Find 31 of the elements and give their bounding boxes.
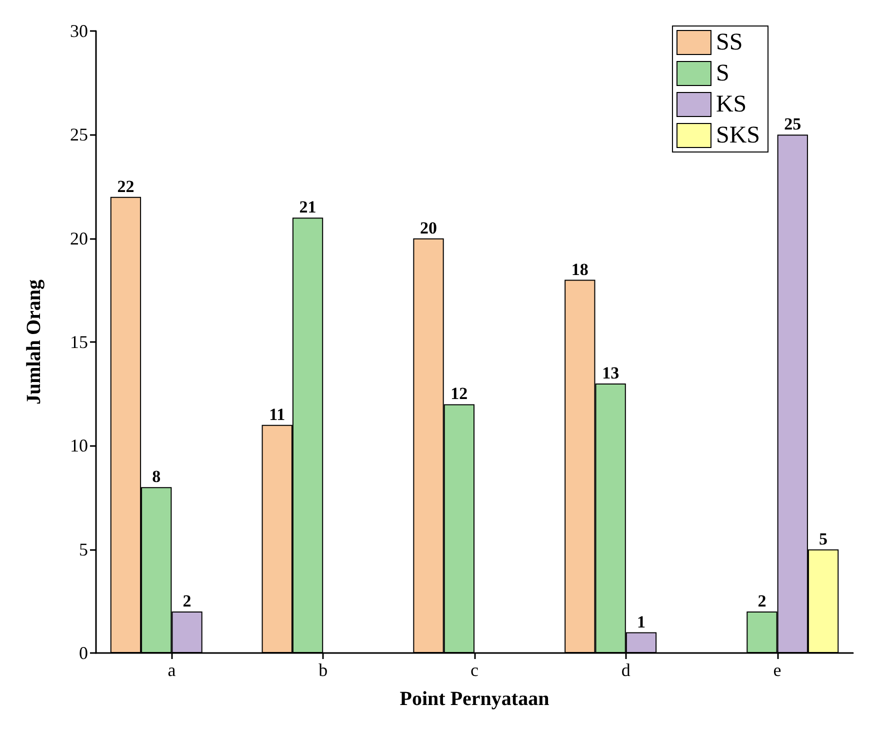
x-axis-title: Point Pernyataan [400, 688, 550, 710]
data-label: 20 [420, 218, 438, 238]
x-tick-label: b [318, 660, 328, 680]
x-tick-label: d [621, 660, 630, 680]
data-label: 1 [636, 612, 646, 632]
legend-label: KS [716, 92, 747, 118]
legend-label: SS [716, 30, 743, 56]
x-tick-label: c [470, 660, 478, 680]
data-label: 11 [269, 404, 286, 424]
y-tick-label: 10 [70, 436, 88, 456]
data-label: 21 [299, 198, 316, 217]
y-tick-label: 30 [70, 21, 88, 41]
data-label: 8 [152, 467, 161, 486]
data-label: 5 [819, 529, 828, 548]
data-label: 18 [571, 260, 588, 279]
data-label: 12 [450, 384, 468, 404]
y-tick-label: 25 [70, 124, 88, 145]
x-tick-label: a [168, 660, 176, 680]
legend-label: SKS [716, 122, 760, 148]
y-axis-title: Jumlah Orang [23, 279, 45, 405]
y-tick-label: 20 [70, 228, 88, 248]
data-label: 13 [602, 363, 620, 382]
y-tick-label: 5 [79, 539, 88, 560]
data-label: 2 [182, 592, 192, 611]
y-tick-label: 0 [79, 643, 88, 663]
x-tick-label: e [773, 660, 782, 680]
data-label: 25 [784, 114, 802, 134]
data-label: 2 [758, 592, 766, 611]
y-tick-label: 15 [70, 332, 88, 352]
legend-label: S [716, 60, 730, 86]
data-label: 22 [117, 176, 134, 196]
